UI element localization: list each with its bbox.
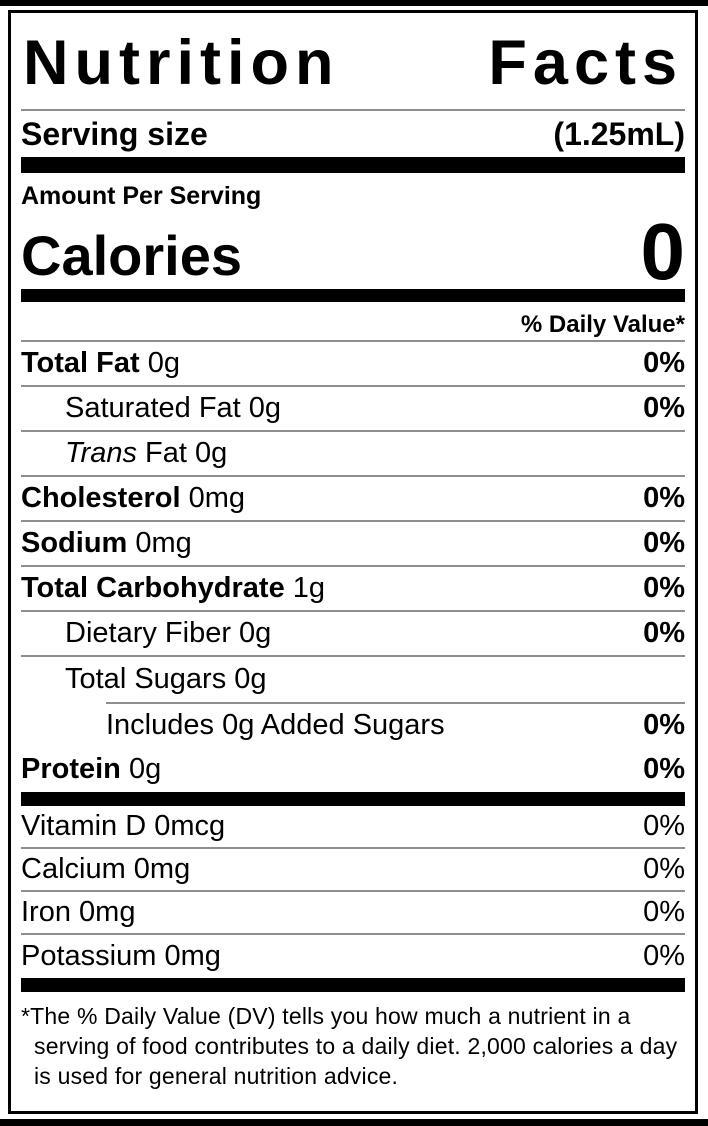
dv-value: 0% [643,896,685,928]
dv-value: 0% [643,810,685,842]
nutrient-row-total-carbohydrate: Total Carbohydrate 1g 0% [21,567,685,612]
dv-value: 0% [643,709,685,741]
nutrient-row-cholesterol: Cholesterol 0mg 0% [21,477,685,522]
title-word-nutrition: Nutrition [23,28,340,98]
nutrient-row-dietary-fiber: Dietary Fiber 0g 0% [21,612,685,657]
vitamin-row-calcium: Calcium 0mg 0% [21,849,685,892]
nutrient-row-trans-fat: Trans Fat 0g [21,432,685,477]
section-divider-medium [21,289,685,302]
nutrient-row-total-sugars: Total Sugars 0g [65,663,267,695]
nutrient-row-sodium: Sodium 0mg 0% [21,522,685,567]
dv-value: 0% [643,392,685,424]
dv-value: 0% [643,527,685,559]
nutrient-row-total-fat: Total Fat 0g 0% [21,342,685,387]
nutrient-row-added-sugars: Includes 0g Added Sugars 0% [106,702,685,747]
dv-value: 0% [643,347,685,379]
section-divider-thick [21,792,685,806]
dv-value: 0% [643,617,685,649]
calories-value: 0 [640,207,686,296]
serving-size-row: Serving size (1.25mL) [21,111,685,157]
dv-value: 0% [643,572,685,604]
vitamin-row-potassium: Potassium 0mg 0% [21,940,685,972]
section-divider-thick [21,157,685,173]
nutrition-facts-label: Nutrition Facts Serving size (1.25mL) Am… [8,10,698,1114]
title-word-facts: Facts [488,28,683,98]
section-divider-thick [21,978,685,992]
amount-per-serving-label: Amount Per Serving [21,182,262,210]
scan-edge-top [0,0,708,6]
dv-value: 0% [643,853,685,885]
dv-value: 0% [643,482,685,514]
dv-value: 0% [643,753,685,785]
calories-label: Calories [21,224,242,287]
vitamin-row-iron: Iron 0mg 0% [21,892,685,935]
vitamin-row-vitamin-d: Vitamin D 0mcg 0% [21,806,685,849]
nutrient-row-saturated-fat: Saturated Fat 0g 0% [21,387,685,432]
dv-value: 0% [643,940,685,972]
daily-value-footnote: *The % Daily Value (DV) tells you how mu… [21,1003,678,1089]
serving-size-value: (1.25mL) [553,115,685,152]
daily-value-header: % Daily Value* [21,302,685,342]
scan-edge-bottom [0,1119,708,1126]
serving-size-label: Serving size [21,115,208,152]
nutrient-row-protein: Protein 0g 0% [21,753,685,785]
label-title: Nutrition Facts [21,13,685,111]
calories-row: Calories 0 [21,207,686,296]
